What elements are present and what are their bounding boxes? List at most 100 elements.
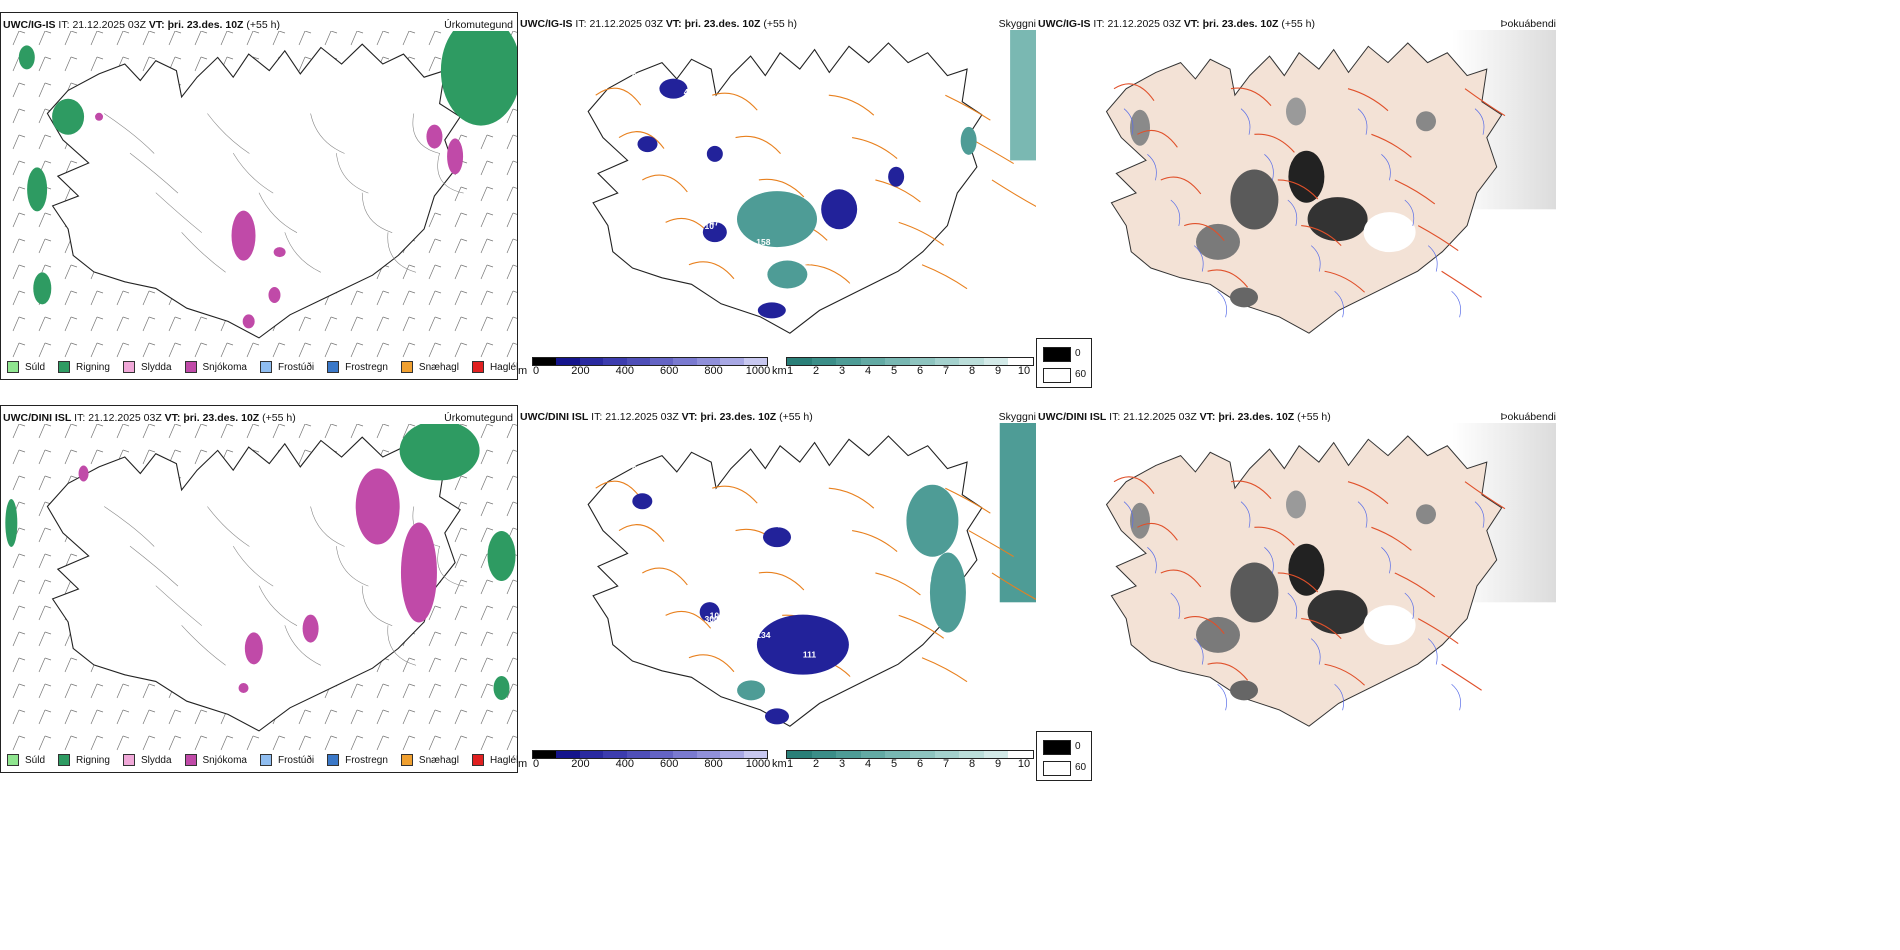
colorbar-tick-label: 2 [812, 758, 820, 770]
precip-type-panel-bottom: UWC/DINI ISL IT: 21.12.2025 03Z VT: þri.… [0, 405, 518, 773]
wind-barb [12, 553, 26, 569]
colorbar-segment [696, 358, 721, 365]
wind-barb [90, 56, 104, 72]
wind-barb [480, 631, 494, 647]
colorbar-segment [556, 358, 580, 365]
wind-barb [454, 212, 468, 228]
wind-barb [38, 56, 52, 72]
station-value-label: 105 [710, 611, 724, 621]
colorbar-segment [909, 751, 935, 758]
colorbar-segment [533, 358, 557, 365]
road-line [310, 113, 345, 154]
wind-barb [506, 683, 517, 699]
wind-barb [454, 316, 468, 332]
wind-barb [506, 657, 517, 673]
fog-map-top[interactable] [1036, 30, 1556, 356]
legend-item: Rigning [58, 361, 110, 373]
legend-item: Súld [7, 754, 45, 766]
visibility-map-top[interactable]: 62 63 10 100 69 78 82 105 70 191 44 69 158 106 100 47 79… [518, 30, 1036, 356]
wind-barb [298, 735, 312, 751]
panel-title: UWC/IG-IS IT: 21.12.2025 03Z VT: þri. 23… [520, 18, 797, 30]
road-line [1417, 618, 1459, 645]
wind-barb [38, 342, 52, 358]
road-line [437, 153, 464, 194]
legend-item: Frostúði [259, 754, 314, 766]
river-line [1240, 501, 1251, 528]
colorbar-tick-label: 6 [916, 758, 924, 770]
wind-barb [246, 342, 260, 358]
wind-barb [506, 449, 517, 465]
colorbar-tick-label: 5 [890, 758, 898, 770]
wind-barb [142, 683, 156, 699]
wind-barb [324, 424, 338, 439]
wind-barb [90, 709, 104, 725]
river-line [1264, 547, 1274, 574]
road-line [1184, 615, 1225, 634]
wind-barb [64, 264, 78, 280]
road-line [898, 221, 945, 246]
legend-swatch [400, 361, 413, 373]
low-ceiling-area [637, 136, 658, 153]
fog-map-bottom[interactable] [1036, 423, 1556, 749]
road-line [1254, 133, 1295, 153]
wind-barb [402, 735, 416, 751]
colorbar-tick-label: 1 [786, 758, 794, 770]
visibility-map-bottom[interactable]: 63 125 300 362 74 158 626 83 90 111 124 88 134 114 108… [518, 423, 1036, 749]
colorbar-segment [983, 751, 1009, 758]
road-line [361, 585, 393, 626]
wind-barb [480, 342, 494, 358]
low-ceiling-area [737, 191, 817, 248]
road-line [284, 232, 321, 273]
legend-item: Súld [7, 361, 45, 373]
river-line [1217, 290, 1227, 318]
legend-swatch [58, 754, 71, 766]
wind-barb [506, 475, 517, 491]
wind-barb [194, 735, 208, 751]
wind-barb [454, 657, 468, 673]
wind-barb [428, 212, 442, 228]
road-line [1301, 225, 1342, 246]
colorbar-segment [860, 358, 886, 365]
road-line [758, 571, 805, 591]
fog-index-area [1307, 197, 1368, 242]
wind-barb [116, 709, 130, 725]
road-line [968, 530, 1014, 558]
road-line [688, 261, 735, 280]
wind-barb [506, 579, 517, 595]
precip-area [273, 247, 286, 258]
road-line [1464, 481, 1506, 510]
wind-barb [116, 424, 130, 439]
wind-barb [506, 238, 517, 254]
wind-barb [12, 475, 26, 491]
wind-barb [168, 735, 182, 751]
precip-legend: Súld Rigning Slydda Snjókoma Frostúði Frostre… [7, 361, 531, 373]
fog-index-area [1286, 490, 1306, 519]
wind-barb [324, 709, 338, 725]
colorbar-tick-label: 0 [532, 365, 540, 377]
fog-legend-label: 60 [1075, 762, 1087, 773]
river-line [1170, 199, 1181, 227]
road-line [412, 113, 440, 154]
colorbar-tick-label: 9 [994, 365, 1002, 377]
wind-barb [194, 449, 208, 465]
precip-map-top[interactable] [1, 31, 517, 361]
iceland-coastline [587, 435, 983, 727]
precip-area [52, 98, 85, 135]
low-ceiling-area [757, 302, 786, 319]
colorbar-segment [650, 358, 674, 365]
precip-map-bottom[interactable] [1, 424, 517, 754]
wind-barb [376, 316, 390, 332]
road-line [1347, 88, 1389, 112]
wind-barb [506, 342, 517, 358]
legend-item: Frostúði [259, 361, 314, 373]
river-line [1474, 501, 1485, 528]
road-line [595, 87, 642, 106]
road-line [258, 192, 298, 233]
road-line [1184, 222, 1225, 241]
colorbar-segment [720, 751, 744, 758]
wind-barb [480, 238, 494, 254]
wind-barb [480, 424, 494, 439]
panel-product-name: Úrkomutegund [444, 19, 513, 31]
wind-barb [480, 501, 494, 517]
road-line [595, 480, 642, 499]
